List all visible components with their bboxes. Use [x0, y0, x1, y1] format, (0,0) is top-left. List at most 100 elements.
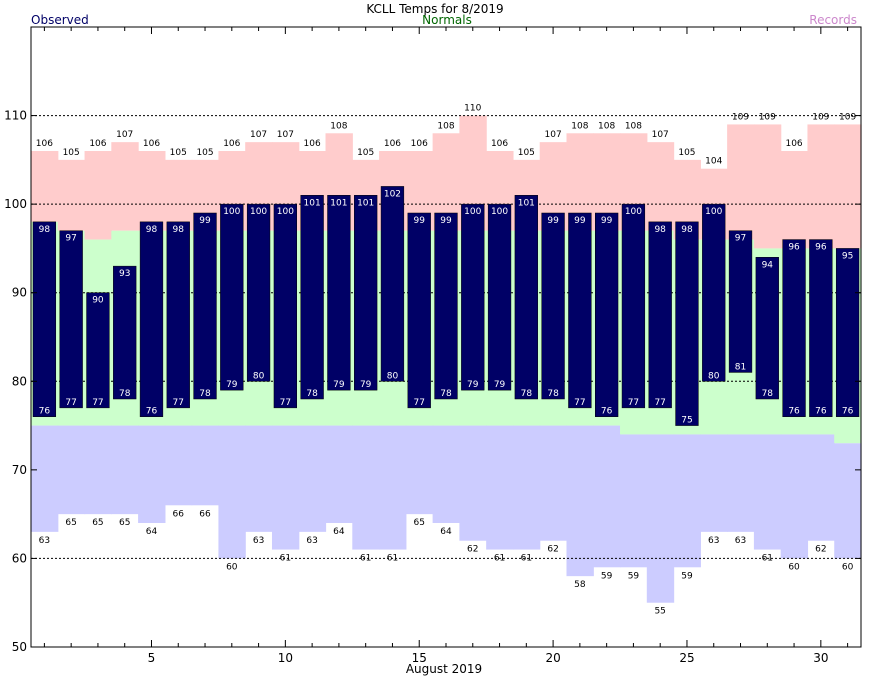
- observed-high-label: 95: [842, 251, 853, 261]
- record-low-band: [138, 425, 166, 523]
- record-high-label: 105: [170, 148, 187, 158]
- observed-low-label: 79: [467, 380, 479, 390]
- observed-high-label: 101: [330, 198, 347, 208]
- record-low-label: 65: [119, 518, 130, 528]
- observed-bar: [327, 195, 351, 391]
- observed-low-label: 78: [521, 389, 533, 399]
- record-high-band: [164, 159, 193, 231]
- record-low-label: 64: [333, 527, 345, 537]
- record-low-band: [673, 434, 701, 568]
- record-low-label: 63: [39, 536, 50, 546]
- observed-bar: [461, 203, 485, 391]
- observed-high-label: 99: [199, 216, 211, 226]
- record-low-label: 61: [494, 554, 505, 564]
- record-high-label: 106: [304, 139, 321, 149]
- record-low-band: [191, 425, 220, 506]
- observed-bar: [354, 195, 378, 391]
- observed-high-label: 98: [654, 225, 666, 235]
- record-low-band: [164, 425, 193, 506]
- observed-bar: [648, 221, 672, 409]
- x-tick-label: 20: [545, 651, 560, 665]
- observed-low-label: 79: [360, 380, 372, 390]
- observed-low-label: 81: [735, 362, 746, 372]
- record-low-band: [379, 425, 407, 550]
- record-high-label: 105: [678, 148, 695, 158]
- record-low-label: 60: [788, 562, 800, 572]
- record-high-label: 107: [545, 130, 562, 140]
- observed-high-label: 98: [173, 225, 185, 235]
- record-low-label: 59: [628, 571, 640, 581]
- record-low-band: [566, 425, 594, 577]
- record-high-band: [31, 151, 59, 222]
- observed-bar: [568, 212, 592, 409]
- observed-low-label: 78: [306, 389, 318, 399]
- record-low-band: [753, 434, 782, 550]
- observed-high-label: 96: [815, 243, 827, 253]
- data-label-layer: 106 63 98 76 105 65 97 77 106 65 90 77 107 65 93 78 106 6…: [36, 104, 857, 617]
- record-high-band: [138, 151, 166, 231]
- record-low-band: [271, 425, 300, 550]
- record-low-label: 61: [280, 554, 291, 564]
- observed-high-label: 100: [223, 207, 240, 217]
- record-high-band: [84, 151, 112, 240]
- record-low-label: 63: [306, 536, 317, 546]
- observed-bar: [487, 203, 512, 391]
- observed-high-label: 98: [39, 225, 51, 235]
- record-low-band: [834, 443, 862, 559]
- observed-low-label: 77: [173, 398, 184, 408]
- record-low-band: [700, 434, 728, 532]
- observed-bar: [380, 186, 405, 382]
- observed-low-label: 78: [440, 389, 452, 399]
- y-tick-label: 60: [12, 551, 27, 565]
- record-low-band: [486, 425, 514, 550]
- record-low-label: 58: [574, 580, 586, 590]
- y-tick-label: 50: [12, 640, 27, 654]
- observed-bar: [220, 203, 244, 391]
- record-high-label: 106: [143, 139, 160, 149]
- observed-low-label: 80: [387, 371, 399, 381]
- record-high-label: 107: [250, 130, 267, 140]
- record-low-band: [512, 425, 541, 550]
- record-high-label: 108: [330, 121, 347, 131]
- record-low-band: [593, 425, 621, 568]
- record-high-label: 106: [785, 139, 802, 149]
- observed-bar: [728, 230, 753, 373]
- observed-high-label: 99: [440, 216, 452, 226]
- chart-title: KCLL Temps for 8/2019: [366, 2, 503, 16]
- y-tick-label: 110: [4, 109, 27, 123]
- record-high-label: 109: [812, 112, 829, 122]
- observed-low-label: 79: [494, 380, 506, 390]
- observed-low-label: 76: [146, 407, 158, 417]
- record-low-label: 66: [173, 509, 185, 519]
- y-tick-label: 70: [12, 463, 27, 477]
- observed-high-label: 101: [304, 198, 321, 208]
- record-high-label: 105: [357, 148, 374, 158]
- record-low-band: [31, 425, 59, 532]
- record-low-label: 61: [521, 554, 532, 564]
- record-low-label: 62: [547, 545, 558, 555]
- record-low-label: 59: [601, 571, 613, 581]
- observed-low-label: 77: [92, 398, 103, 408]
- observed-low-label: 76: [815, 407, 827, 417]
- record-high-label: 108: [437, 121, 454, 131]
- x-tick-label: 25: [679, 651, 694, 665]
- observed-high-label: 99: [574, 216, 586, 226]
- record-high-label: 106: [89, 139, 106, 149]
- observed-high-label: 101: [357, 198, 374, 208]
- record-low-band: [405, 425, 434, 515]
- record-low-band: [432, 425, 460, 523]
- record-low-band: [780, 434, 809, 559]
- legend-normals: Normals: [422, 13, 472, 27]
- observed-low-label: 76: [842, 407, 854, 417]
- legend-records: Records: [809, 13, 857, 27]
- observed-high-label: 100: [625, 207, 642, 217]
- observed-bar: [541, 212, 565, 400]
- observed-high-label: 100: [277, 207, 294, 217]
- record-high-label: 106: [36, 139, 53, 149]
- observed-high-label: 99: [601, 216, 613, 226]
- observed-bar: [434, 212, 458, 400]
- record-low-label: 65: [92, 518, 103, 528]
- observed-high-label: 102: [384, 189, 401, 199]
- record-low-band: [218, 425, 246, 559]
- observed-bar: [835, 248, 860, 417]
